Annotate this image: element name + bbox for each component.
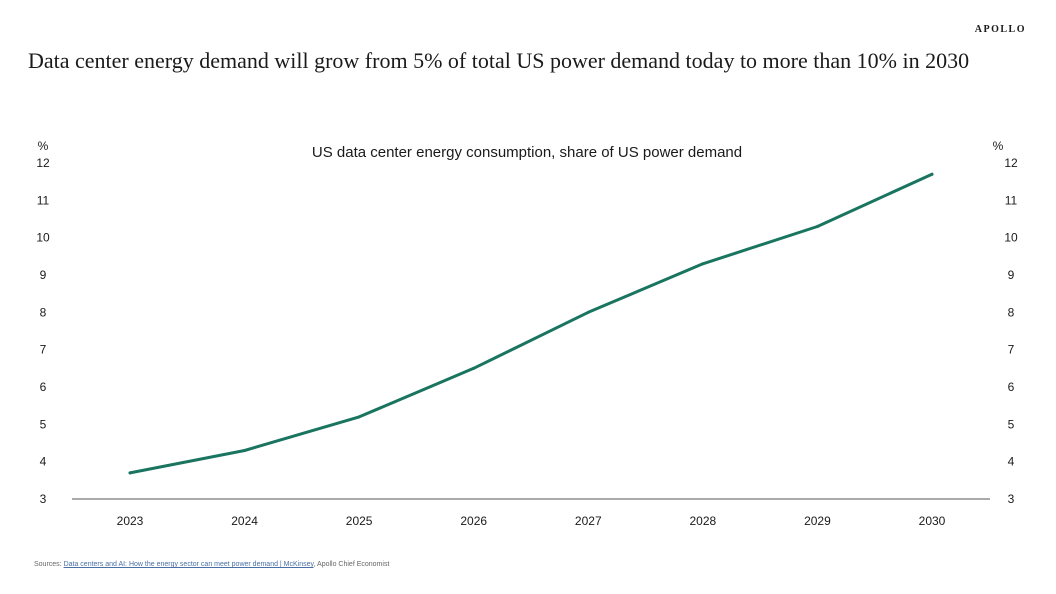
y-tick-label-right: 8 xyxy=(1008,305,1015,319)
y-ticks-left: 3 4 5 6 7 8 9 10 11 12 xyxy=(36,156,50,506)
data-point xyxy=(701,262,705,266)
x-tick-label: 2029 xyxy=(804,514,831,528)
y-tick-label-right: 5 xyxy=(1008,417,1015,431)
y-tick-label-left: 6 xyxy=(40,380,47,394)
x-tick-label: 2028 xyxy=(690,514,717,528)
y-tick-label-right: 6 xyxy=(1008,380,1015,394)
y-axis-label-right: % xyxy=(993,139,1004,153)
data-point xyxy=(128,471,132,475)
data-point xyxy=(930,172,934,176)
y-tick-label-left: 12 xyxy=(36,156,50,170)
x-tick-label: 2024 xyxy=(231,514,258,528)
data-point xyxy=(357,415,361,419)
x-tick-label: 2026 xyxy=(460,514,487,528)
y-tick-label-left: 8 xyxy=(40,305,47,319)
y-tick-label-right: 12 xyxy=(1004,156,1018,170)
x-tick-label: 2030 xyxy=(919,514,946,528)
data-point xyxy=(815,224,819,228)
data-point xyxy=(586,310,590,314)
sources-suffix: , Apollo Chief Economist xyxy=(313,561,390,568)
y-tick-label-right: 10 xyxy=(1004,231,1018,245)
sources-prefix: Sources: xyxy=(34,561,64,568)
x-ticks: 2023 2024 2025 2026 2027 2028 2029 2030 xyxy=(117,514,946,528)
page-headline: Data center energy demand will grow from… xyxy=(28,48,970,73)
sources-link[interactable]: Data centers and AI: How the energy sect… xyxy=(63,561,314,568)
y-tick-label-left: 7 xyxy=(40,343,47,357)
series-line xyxy=(128,172,934,475)
sources-note: Sources: Data centers and AI: How the en… xyxy=(34,561,389,568)
y-tick-label-left: 9 xyxy=(40,268,47,282)
y-tick-label-right: 3 xyxy=(1008,492,1015,506)
series-layer xyxy=(128,172,934,475)
x-tick-label: 2027 xyxy=(575,514,602,528)
y-tick-label-right: 7 xyxy=(1008,343,1015,357)
x-tick-label: 2025 xyxy=(346,514,373,528)
data-point xyxy=(472,366,476,370)
y-tick-label-left: 10 xyxy=(36,231,50,245)
x-tick-label: 2023 xyxy=(117,514,144,528)
data-point xyxy=(243,448,247,452)
y-tick-label-right: 9 xyxy=(1008,268,1015,282)
y-ticks-right: 3 4 5 6 7 8 9 10 11 12 xyxy=(1004,156,1018,506)
chart-title: US data center energy consumption, share… xyxy=(312,144,742,161)
y-tick-label-left: 5 xyxy=(40,417,47,431)
y-tick-label-left: 3 xyxy=(40,492,47,506)
y-tick-label-left: 4 xyxy=(40,455,47,469)
brand-logo: APOLLO xyxy=(974,24,1026,35)
y-tick-label-left: 11 xyxy=(37,193,50,207)
y-tick-label-right: 4 xyxy=(1008,455,1015,469)
y-tick-label-right: 11 xyxy=(1005,193,1018,207)
y-axis-label-left: % xyxy=(38,139,49,153)
